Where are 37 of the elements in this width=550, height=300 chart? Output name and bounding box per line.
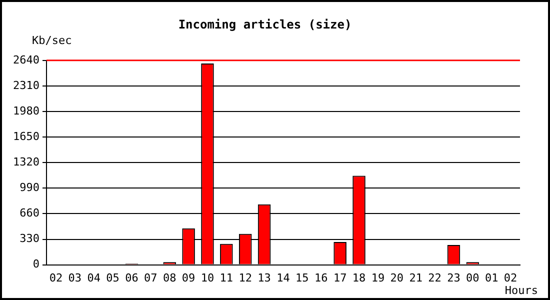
- x-tick-label: 17: [333, 271, 347, 284]
- x-tick-label: 08: [162, 271, 176, 284]
- x-tick-label: 03: [68, 271, 82, 284]
- x-tick-label: 23: [447, 271, 460, 284]
- x-tick-label: 07: [144, 271, 158, 284]
- x-tick-label: 06: [125, 271, 138, 284]
- x-tick-label: 13: [258, 271, 271, 284]
- y-tick-label: 1980: [12, 104, 40, 118]
- x-tick-label: 02: [49, 271, 63, 284]
- x-tick-label: 09: [182, 271, 196, 284]
- y-tick-label: 2310: [12, 78, 40, 92]
- x-tick-label: 01: [484, 271, 498, 284]
- x-tick-label: 04: [87, 271, 101, 284]
- chart-title: Incoming articles (size): [178, 17, 352, 32]
- x-tick-label: 05: [106, 271, 120, 284]
- y-tick-label: 1650: [12, 130, 40, 143]
- y-tick-label: 2640: [12, 53, 40, 66]
- x-tick-label: 18: [352, 271, 366, 284]
- x-tick-label: 00: [466, 271, 480, 284]
- x-tick-label: 10: [200, 271, 214, 284]
- x-tick-label: 20: [390, 271, 404, 284]
- x-tick-label: 02: [504, 271, 518, 284]
- y-tick-label: 660: [20, 206, 40, 220]
- x-tick-label: 11: [220, 271, 234, 284]
- y-tick-label: 1320: [12, 155, 40, 168]
- y-axis-title: Kb/sec: [32, 34, 72, 47]
- x-tick-label: 16: [314, 271, 328, 284]
- y-tick-label: 990: [20, 181, 40, 194]
- x-tick-label: 22: [428, 271, 442, 284]
- x-tick-label: 21: [409, 271, 422, 284]
- x-tick-label: 12: [238, 271, 252, 284]
- y-tick-label: 0: [32, 258, 40, 271]
- x-tick-label: 15: [296, 271, 309, 284]
- x-tick-label: 19: [371, 271, 385, 284]
- x-axis-title: Hours: [504, 284, 538, 297]
- x-tick-label: 14: [276, 271, 290, 284]
- y-tick-label: 330: [20, 232, 40, 246]
